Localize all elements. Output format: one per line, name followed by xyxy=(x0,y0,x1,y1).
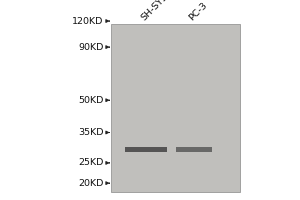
Bar xyxy=(111,24,240,192)
Text: 50KD: 50KD xyxy=(78,96,103,105)
Text: 90KD: 90KD xyxy=(78,43,103,52)
Text: 20KD: 20KD xyxy=(78,179,103,188)
Bar xyxy=(124,147,167,152)
Text: SH-SY5Y: SH-SY5Y xyxy=(139,0,174,22)
Bar xyxy=(176,147,212,152)
Text: 25KD: 25KD xyxy=(78,158,103,167)
Text: PC-3: PC-3 xyxy=(187,0,209,22)
Text: 120KD: 120KD xyxy=(72,17,104,26)
Text: 35KD: 35KD xyxy=(78,128,103,137)
